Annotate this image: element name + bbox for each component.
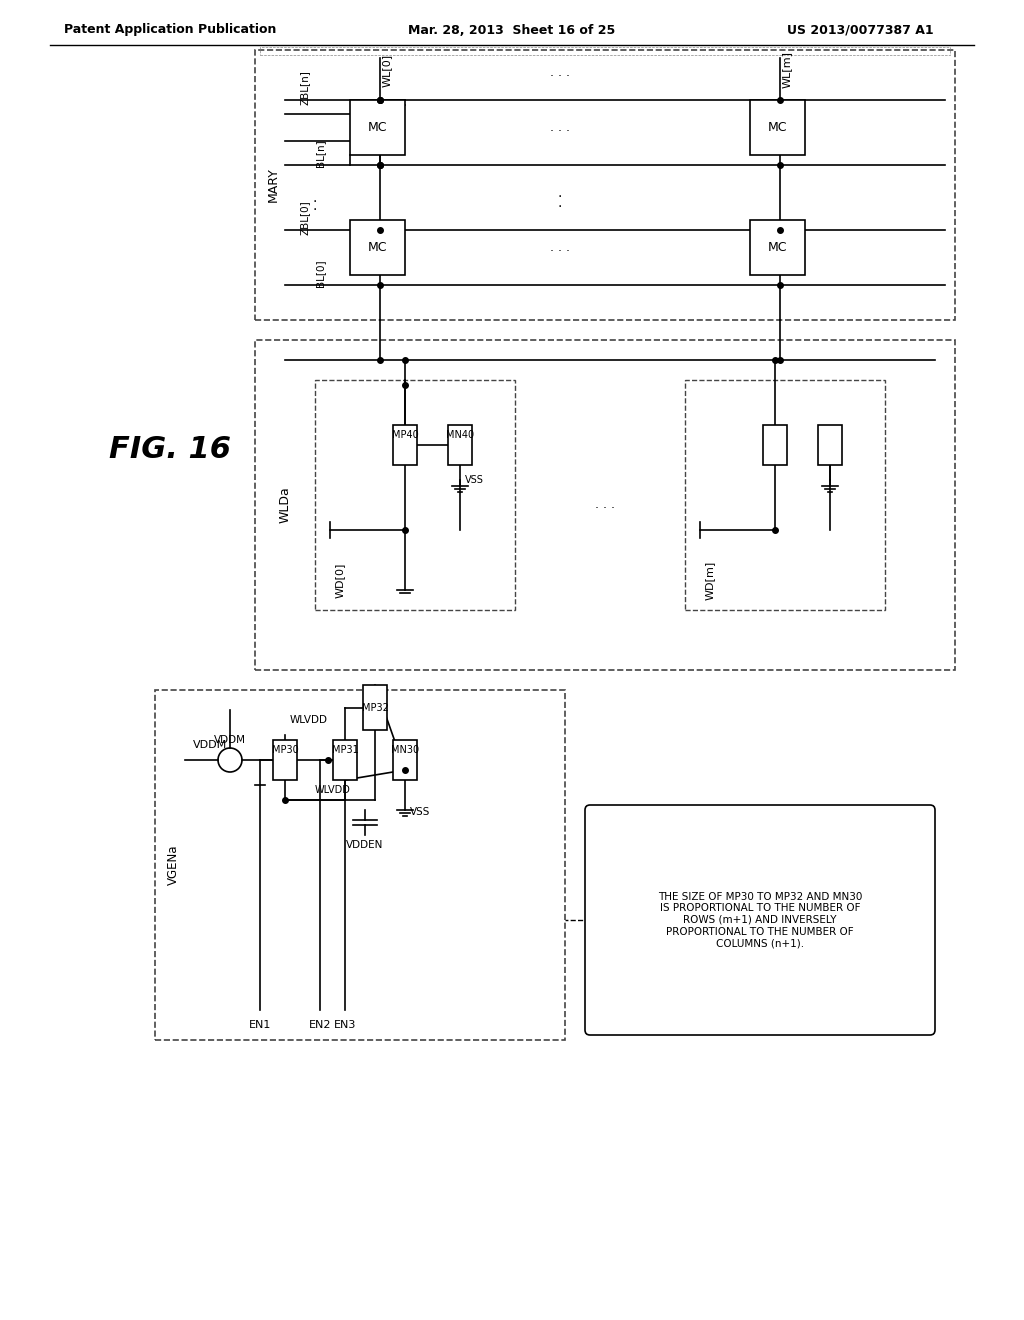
Text: VGENa: VGENa xyxy=(167,845,179,886)
Text: THE SIZE OF MP30 TO MP32 AND MN30
IS PROPORTIONAL TO THE NUMBER OF
ROWS (m+1) AN: THE SIZE OF MP30 TO MP32 AND MN30 IS PRO… xyxy=(657,892,862,948)
Text: BL[n]: BL[n] xyxy=(315,139,325,166)
Bar xyxy=(350,220,406,275)
Bar xyxy=(763,425,787,465)
Text: EN2: EN2 xyxy=(309,1020,331,1030)
Text: WLVDD: WLVDD xyxy=(290,715,328,725)
Text: ZBL[n]: ZBL[n] xyxy=(300,70,310,106)
Text: Patent Application Publication: Patent Application Publication xyxy=(63,24,276,37)
Bar xyxy=(260,48,950,55)
Text: FIG. 16: FIG. 16 xyxy=(109,436,231,465)
Text: MP31: MP31 xyxy=(332,744,358,755)
Text: WL[0]: WL[0] xyxy=(382,53,392,87)
Text: VSS: VSS xyxy=(465,475,484,484)
Text: MC: MC xyxy=(368,242,387,253)
Text: MN30: MN30 xyxy=(391,744,419,755)
Text: .: . xyxy=(312,199,317,213)
Text: .: . xyxy=(312,191,317,205)
Bar xyxy=(273,741,297,780)
Text: . . .: . . . xyxy=(550,66,570,78)
Text: ZBL[0]: ZBL[0] xyxy=(300,201,310,235)
Text: EN1: EN1 xyxy=(249,1020,271,1030)
Text: . . .: . . . xyxy=(550,242,570,253)
Text: . . .: . . . xyxy=(595,499,615,511)
Text: VDDM: VDDM xyxy=(214,735,246,744)
Text: VDDEN: VDDEN xyxy=(346,840,384,850)
Bar xyxy=(255,341,955,671)
Text: VDDM: VDDM xyxy=(193,741,227,750)
Text: MP32: MP32 xyxy=(361,704,388,713)
Text: WLDa: WLDa xyxy=(279,487,292,523)
Text: WLVDD: WLVDD xyxy=(315,785,351,795)
Text: MP40: MP40 xyxy=(391,430,419,440)
Bar xyxy=(750,220,805,275)
Text: MC: MC xyxy=(368,121,387,135)
Text: MC: MC xyxy=(768,121,787,135)
Bar xyxy=(393,741,417,780)
Text: . . .: . . . xyxy=(550,121,570,135)
Bar xyxy=(818,425,842,465)
Text: MN40: MN40 xyxy=(445,430,474,440)
Bar xyxy=(155,690,565,1040)
Text: WD[m]: WD[m] xyxy=(705,561,715,599)
Bar xyxy=(750,100,805,154)
Bar xyxy=(393,425,417,465)
Bar xyxy=(685,380,885,610)
Text: VSS: VSS xyxy=(410,807,430,817)
Text: MP30: MP30 xyxy=(271,744,298,755)
Bar xyxy=(449,425,472,465)
Text: MC: MC xyxy=(368,242,387,253)
Text: .: . xyxy=(558,186,562,201)
Text: BL[0]: BL[0] xyxy=(315,259,325,286)
Bar xyxy=(255,50,955,319)
Bar xyxy=(350,100,406,154)
Text: WL[m]: WL[m] xyxy=(782,51,792,88)
Text: MC: MC xyxy=(368,121,387,135)
Text: MC: MC xyxy=(768,242,787,253)
Text: WD[0]: WD[0] xyxy=(335,562,345,598)
Bar xyxy=(315,380,515,610)
Bar xyxy=(362,685,387,730)
Bar xyxy=(333,741,357,780)
Text: US 2013/0077387 A1: US 2013/0077387 A1 xyxy=(786,24,933,37)
Text: .: . xyxy=(558,195,562,210)
FancyBboxPatch shape xyxy=(585,805,935,1035)
Text: Mar. 28, 2013  Sheet 16 of 25: Mar. 28, 2013 Sheet 16 of 25 xyxy=(409,24,615,37)
Text: EN3: EN3 xyxy=(334,1020,356,1030)
Text: MARY: MARY xyxy=(266,168,280,202)
